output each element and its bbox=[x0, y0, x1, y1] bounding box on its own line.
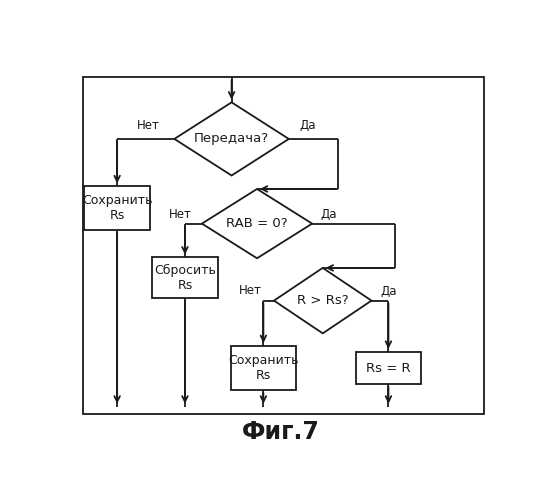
Text: Да: Да bbox=[321, 208, 337, 220]
Text: Сбросить
Rs: Сбросить Rs bbox=[154, 264, 216, 291]
Bar bbox=[152, 258, 218, 298]
Polygon shape bbox=[274, 268, 371, 334]
Polygon shape bbox=[174, 102, 289, 176]
Text: Нет: Нет bbox=[137, 119, 160, 132]
Text: R > Rs?: R > Rs? bbox=[297, 294, 348, 307]
Text: Сохранить
Rs: Сохранить Rs bbox=[82, 194, 153, 222]
Bar bbox=[230, 346, 296, 390]
Polygon shape bbox=[202, 189, 312, 258]
Text: Сохранить
Rs: Сохранить Rs bbox=[228, 354, 299, 382]
Text: Фиг.7: Фиг.7 bbox=[241, 420, 319, 444]
Bar bbox=[83, 78, 484, 414]
Bar bbox=[356, 352, 421, 384]
Text: Да: Да bbox=[380, 284, 397, 298]
Text: Нет: Нет bbox=[238, 284, 261, 298]
Text: Да: Да bbox=[299, 119, 316, 132]
Text: Rs = R: Rs = R bbox=[366, 362, 411, 374]
Text: Передача?: Передача? bbox=[194, 132, 269, 145]
Text: Нет: Нет bbox=[168, 208, 191, 220]
Text: RAB = 0?: RAB = 0? bbox=[226, 217, 288, 230]
Bar bbox=[84, 186, 150, 230]
